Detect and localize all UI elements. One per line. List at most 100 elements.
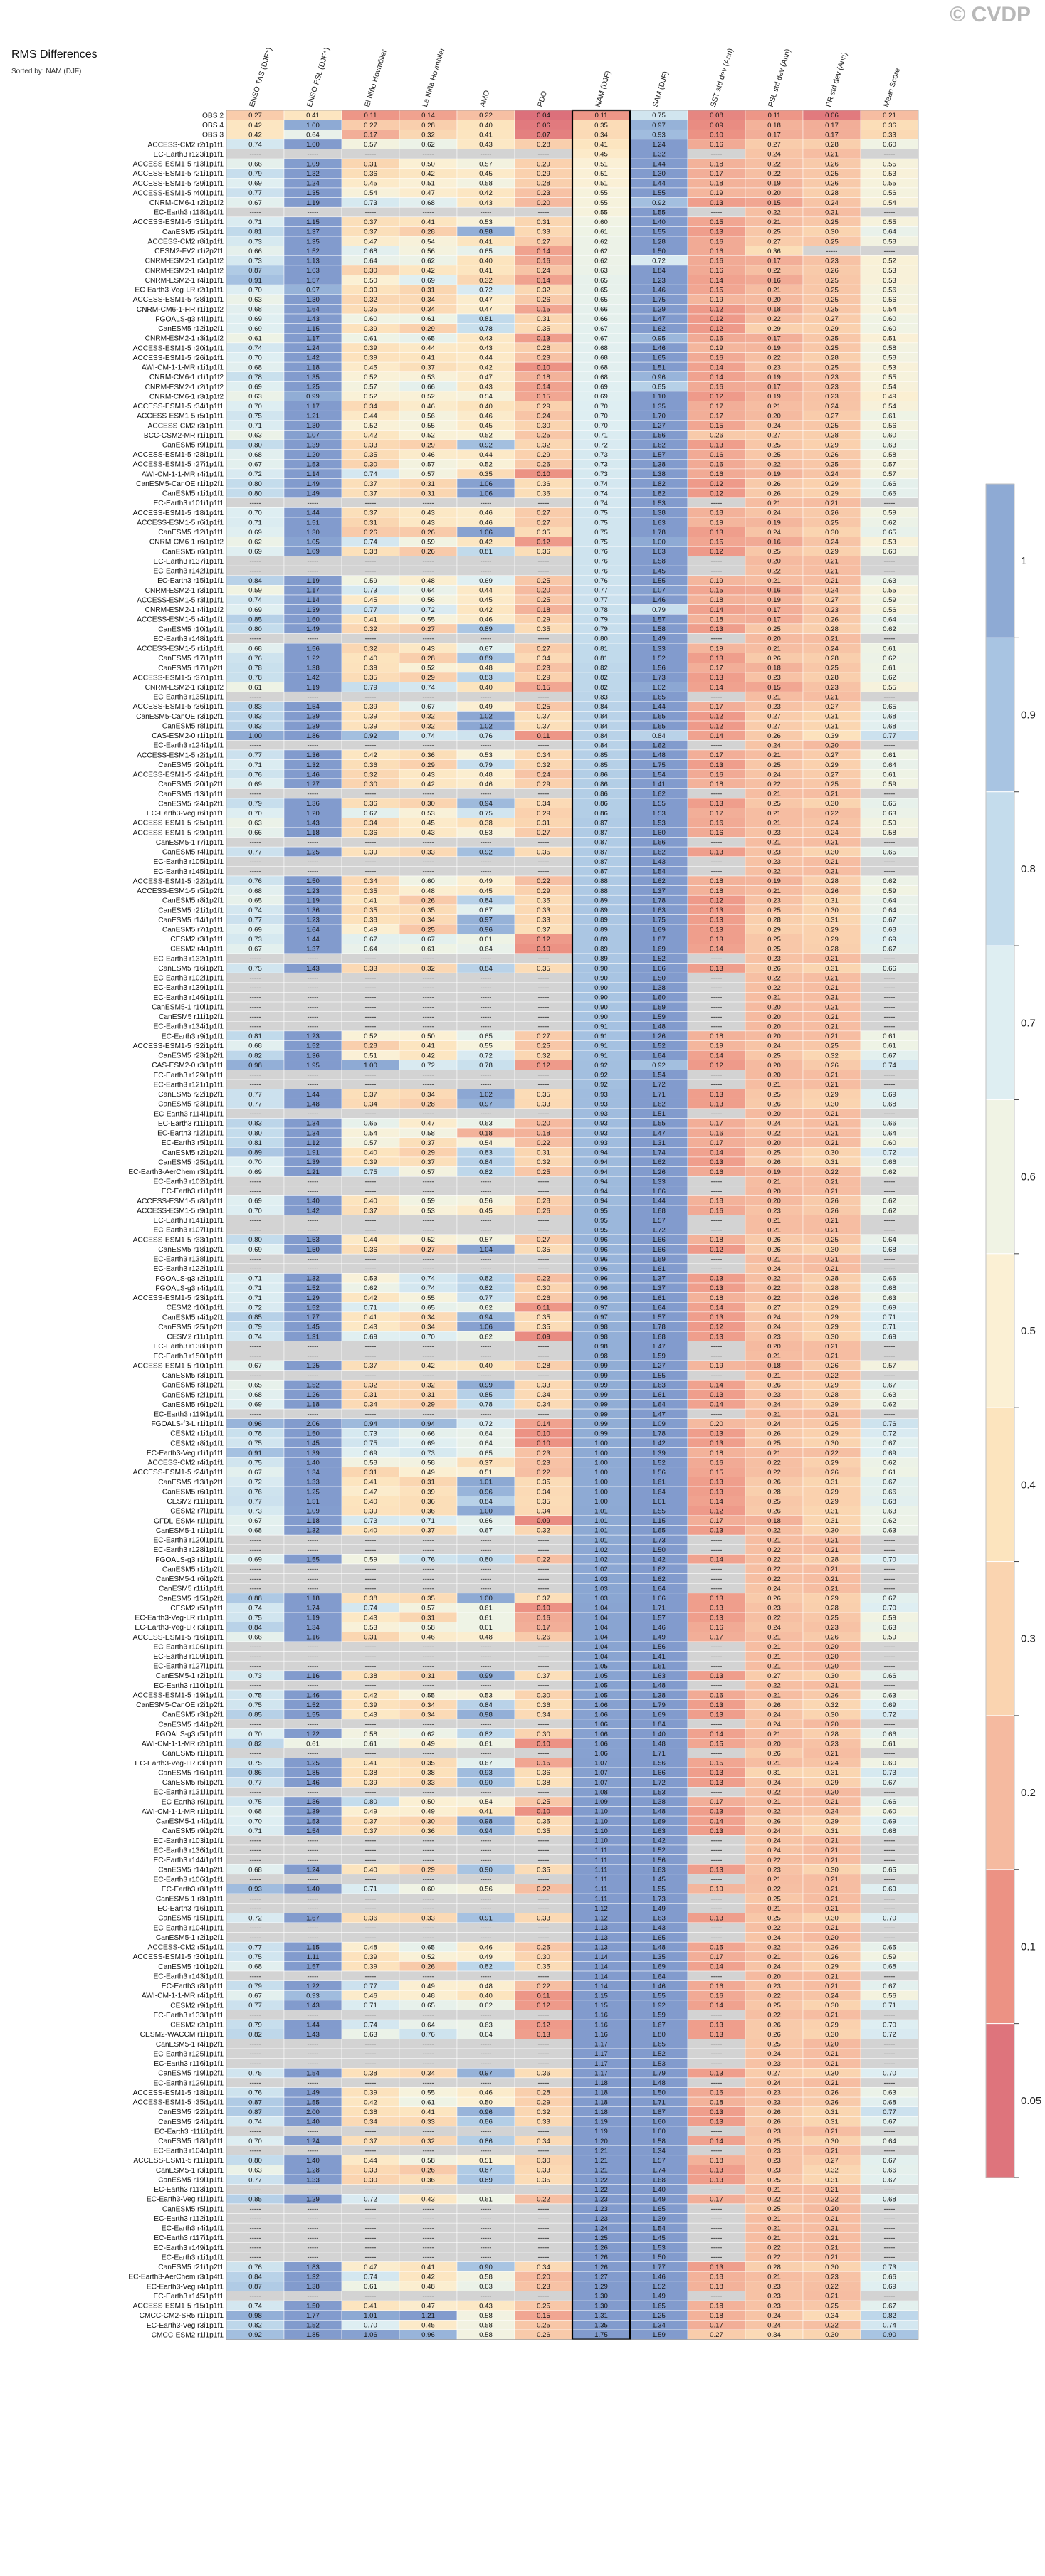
cell-value: 1.95	[306, 1062, 320, 1070]
cell-value: 0.19	[710, 189, 723, 197]
cell-value: -----	[481, 994, 492, 1002]
cell-value: -----	[711, 1265, 723, 1273]
cell-value: 0.81	[594, 655, 608, 663]
cell-value: 0.22	[767, 315, 781, 323]
cell-value: 0.84	[594, 742, 608, 750]
cell-value: 1.26	[306, 1391, 320, 1399]
cell-value: 0.51	[364, 1052, 377, 1060]
cell-value: 0.25	[537, 596, 550, 604]
cell-value: 0.35	[537, 897, 550, 904]
cell-value: 0.62	[883, 1517, 896, 1525]
cell-value: 0.69	[883, 1304, 896, 1311]
cell-value: 0.35	[537, 1479, 550, 1487]
cell-value: 1.38	[306, 665, 320, 672]
cell-value: 0.49	[364, 926, 377, 934]
cell-value: 0.40	[479, 403, 493, 411]
cell-value: 0.92	[479, 441, 493, 449]
cell-value: 0.57	[364, 1139, 377, 1147]
cell-value: 0.26	[767, 1508, 781, 1516]
cell-value: 1.09	[306, 548, 320, 556]
cell-value: 0.66	[883, 1731, 896, 1738]
cell-value: 1.07	[306, 432, 320, 440]
cell-value: 0.81	[248, 228, 262, 236]
cell-value: 1.52	[652, 1459, 666, 1467]
cell-value: 1.02	[479, 722, 493, 730]
cell-value: 0.14	[710, 374, 723, 381]
row-label: CanESM5 r23i1p1f1	[158, 1101, 224, 1109]
cell-value: 0.16	[767, 539, 781, 547]
cell-value: 0.32	[364, 1381, 377, 1389]
cell-value: 0.70	[883, 1556, 896, 1564]
cell-value: 0.55	[883, 374, 896, 381]
cell-value: 0.69	[421, 1440, 435, 1447]
cell-value: 0.39	[364, 1508, 377, 1516]
cell-value: 1.47	[652, 1410, 666, 1418]
cell-value: 0.21	[767, 1081, 781, 1089]
cell-value: 0.17	[767, 606, 781, 614]
cell-value: 0.53	[883, 539, 896, 547]
cell-value: 1.41	[652, 781, 666, 788]
cell-value: 1.18	[306, 1595, 320, 1603]
cell-value: 0.34	[364, 403, 377, 411]
cell-value: -----	[884, 839, 896, 847]
row-label: ACCESS-ESM1-5 r38i1p1f1	[133, 296, 224, 304]
cell-value: 0.68	[248, 887, 262, 895]
cell-value: 0.22	[767, 1556, 781, 1564]
cell-value: 0.26	[767, 1430, 781, 1438]
cell-value: 1.06	[479, 480, 493, 488]
cell-value: -----	[250, 1410, 261, 1418]
cell-value: 0.72	[883, 1711, 896, 1719]
cell-value: 0.22	[767, 160, 781, 168]
cell-value: -----	[308, 1353, 319, 1361]
cell-value: 1.19	[306, 199, 320, 207]
cell-value: 1.51	[306, 519, 320, 527]
cell-value: -----	[538, 868, 550, 876]
cell-value: 0.40	[479, 684, 493, 692]
cell-value: 0.21	[825, 839, 839, 847]
cell-value: 1.34	[306, 1120, 320, 1128]
cell-value: 0.77	[248, 1779, 262, 1787]
cell-value: 0.32	[537, 1158, 550, 1166]
cell-value: 0.26	[825, 267, 839, 275]
cell-value: 0.14	[710, 364, 723, 371]
cell-value: 0.26	[825, 616, 839, 623]
cell-value: 0.50	[364, 277, 377, 285]
cell-value: 0.65	[883, 800, 896, 808]
cell-value: 0.68	[594, 374, 608, 381]
cell-value: 1.40	[306, 1459, 320, 1467]
cell-value: -----	[308, 1178, 319, 1186]
cell-value: 0.24	[767, 1837, 781, 1845]
cell-value: 0.29	[421, 1866, 435, 1874]
cell-value: 0.72	[883, 1149, 896, 1157]
cell-value: 0.80	[248, 1236, 262, 1244]
cell-value: 0.59	[883, 1614, 896, 1622]
row-label: EC-Earth3 r5i1p1f1	[162, 1139, 224, 1147]
cell-value: 1.82	[652, 490, 666, 497]
cell-value: 0.40	[479, 1362, 493, 1370]
cell-value: -----	[365, 742, 377, 750]
cell-value: 0.61	[421, 946, 435, 954]
cell-value: 1.60	[652, 829, 666, 837]
cell-value: 0.82	[594, 684, 608, 692]
column-header: ENSO TAS (DJF⁺)	[248, 46, 274, 108]
cell-value: 0.48	[364, 1943, 377, 1951]
column-header: PSL std dev (Ann)	[767, 48, 792, 108]
cell-value: 0.35	[537, 1827, 550, 1835]
cell-value: -----	[250, 1255, 261, 1263]
cell-value: -----	[884, 500, 896, 507]
cell-value: 0.35	[421, 907, 435, 914]
cell-value: 0.38	[421, 1769, 435, 1777]
cell-value: 0.21	[825, 1682, 839, 1690]
cell-value: -----	[481, 1895, 492, 1903]
cell-value: 0.86	[594, 771, 608, 778]
cell-value: 0.35	[479, 470, 493, 478]
cell-value: -----	[365, 839, 377, 847]
cell-value: 0.29	[537, 451, 550, 459]
cell-value: 1.12	[306, 1139, 320, 1147]
cell-value: 0.91	[594, 1033, 608, 1040]
cell-value: -----	[711, 1750, 723, 1758]
cell-value: -----	[308, 1265, 319, 1273]
cell-value: 0.20	[825, 1662, 839, 1670]
cell-value: -----	[538, 1227, 550, 1235]
